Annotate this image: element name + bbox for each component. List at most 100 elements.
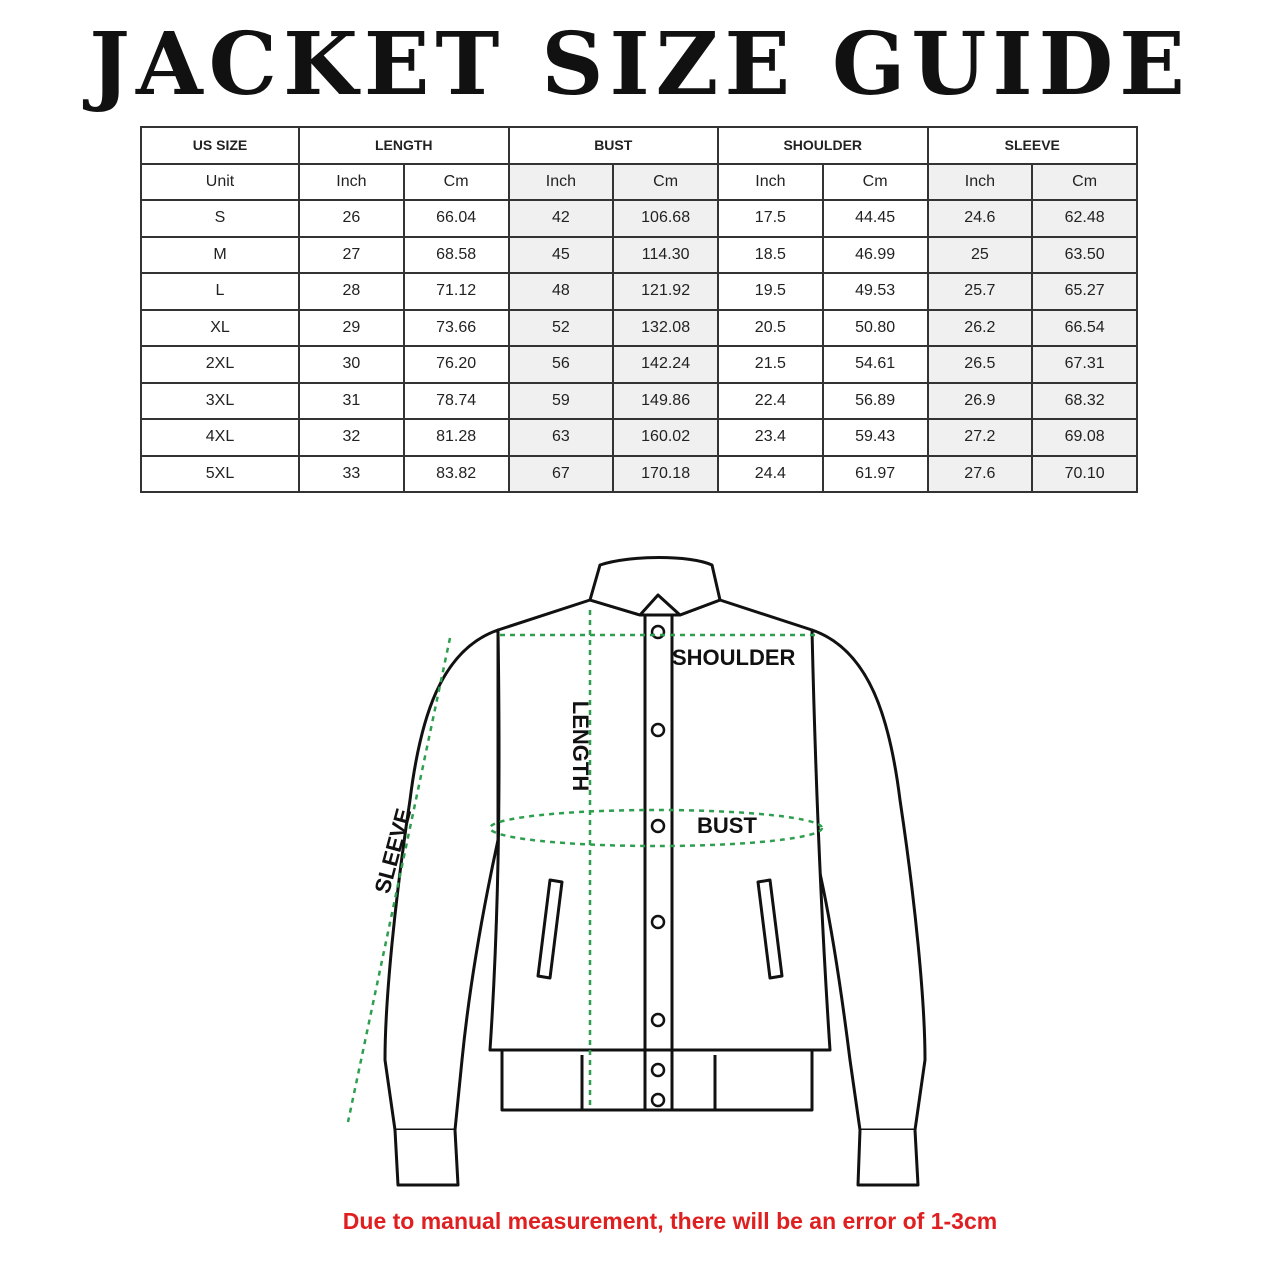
value-cell: 20.5	[717, 308, 824, 347]
column-group-header: US SIZE	[140, 126, 300, 165]
value-cell: 21.5	[717, 345, 824, 384]
unit-header: Inch	[298, 162, 405, 201]
value-cell: 24.6	[926, 199, 1034, 238]
value-cell: 27.6	[926, 454, 1034, 493]
header-row: US SIZE LENGTH BUST SHOULDER SLEEVE	[140, 126, 1138, 165]
value-cell: 59.43	[821, 418, 929, 457]
value-cell: 26.5	[926, 345, 1034, 384]
value-cell: 26.2	[926, 308, 1034, 347]
value-cell: 25.7	[926, 272, 1034, 311]
left-sleeve	[383, 628, 500, 1132]
value-cell: 73.66	[402, 308, 510, 347]
size-cell: M	[140, 235, 300, 274]
unit-row: Unit Inch Cm Inch Cm Inch Cm Inch Cm	[140, 162, 1138, 201]
value-cell: 29	[298, 308, 405, 347]
column-group-header: BUST	[507, 126, 719, 165]
bust-label: BUST	[697, 813, 757, 838]
value-cell: 160.02	[612, 418, 719, 457]
waistband	[500, 1048, 814, 1112]
table-row: 5XL 33 83.82 67 170.18 24.4 61.97 27.6 70.10	[140, 454, 1138, 493]
value-cell: 25	[926, 235, 1034, 274]
size-cell: 5XL	[140, 454, 300, 493]
value-cell: 114.30	[612, 235, 719, 274]
value-cell: 23.4	[717, 418, 824, 457]
value-cell: 42	[507, 199, 615, 238]
value-cell: 63.50	[1031, 235, 1138, 274]
unit-label: Unit	[140, 162, 300, 201]
size-table: US SIZE LENGTH BUST SHOULDER SLEEVE Unit Inch C…	[140, 126, 1138, 493]
table-row: XL 29 73.66 52 132.08 20.5 50.80 26.2 66.54	[140, 308, 1138, 347]
value-cell: 78.74	[402, 381, 510, 420]
unit-header: Cm	[821, 162, 929, 201]
value-cell: 76.20	[402, 345, 510, 384]
value-cell: 30	[298, 345, 405, 384]
value-cell: 61.97	[821, 454, 929, 493]
unit-header: Cm	[402, 162, 510, 201]
column-group-header: SHOULDER	[717, 126, 929, 165]
table-row: M 27 68.58 45 114.30 18.5 46.99 25 63.50	[140, 235, 1138, 274]
footer-note: Due to manual measurement, there will be…	[342, 1208, 998, 1234]
value-cell: 81.28	[402, 418, 510, 457]
table-row: 3XL 31 78.74 59 149.86 22.4 56.89 26.9 68.32	[140, 381, 1138, 420]
table-row: 4XL 32 81.28 63 160.02 23.4 59.43 27.2 69.08	[140, 418, 1138, 457]
value-cell: 56.89	[821, 381, 929, 420]
value-cell: 67	[507, 454, 615, 493]
value-cell: 52	[507, 308, 615, 347]
value-cell: 132.08	[612, 308, 719, 347]
value-cell: 63	[507, 418, 615, 457]
size-cell: S	[140, 199, 300, 238]
value-cell: 27.2	[926, 418, 1034, 457]
value-cell: 44.45	[821, 199, 929, 238]
value-cell: 70.10	[1031, 454, 1138, 493]
table-row: 2XL 30 76.20 56 142.24 21.5 54.61 26.5 67.31	[140, 345, 1138, 384]
table-row: S 26 66.04 42 106.68 17.5 44.45 24.6 62.48	[140, 199, 1138, 238]
collar	[588, 556, 722, 617]
value-cell: 46.99	[821, 235, 929, 274]
value-cell: 56	[507, 345, 615, 384]
value-cell: 31	[298, 381, 405, 420]
shoulder-label: SHOULDER	[672, 645, 796, 670]
jacket-diagram	[346, 556, 927, 1187]
value-cell: 170.18	[612, 454, 719, 493]
unit-header: Cm	[1031, 162, 1138, 201]
value-cell: 121.92	[612, 272, 719, 311]
value-cell: 69.08	[1031, 418, 1138, 457]
unit-header: Inch	[926, 162, 1034, 201]
bust-measure-line	[488, 808, 824, 848]
value-cell: 149.86	[612, 381, 719, 420]
value-cell: 71.12	[402, 272, 510, 311]
column-group-header: LENGTH	[298, 126, 510, 165]
value-cell: 26.9	[926, 381, 1034, 420]
length-label: LENGTH	[568, 700, 594, 792]
value-cell: 32	[298, 418, 405, 457]
value-cell: 59	[507, 381, 615, 420]
value-cell: 106.68	[612, 199, 719, 238]
value-cell: 48	[507, 272, 615, 311]
value-cell: 49.53	[821, 272, 929, 311]
value-cell: 17.5	[717, 199, 824, 238]
value-cell: 50.80	[821, 308, 929, 347]
sleeve-measure-line	[346, 637, 452, 1123]
right-sleeve	[810, 628, 927, 1132]
unit-header: Inch	[507, 162, 615, 201]
value-cell: 24.4	[717, 454, 824, 493]
value-cell: 33	[298, 454, 405, 493]
size-cell: XL	[140, 308, 300, 347]
value-cell: 66.54	[1031, 308, 1138, 347]
page-title: JACKET SIZE GUIDE	[89, 14, 1191, 115]
unit-header: Inch	[717, 162, 824, 201]
value-cell: 26	[298, 199, 405, 238]
value-cell: 27	[298, 235, 405, 274]
value-cell: 45	[507, 235, 615, 274]
value-cell: 68.32	[1031, 381, 1138, 420]
size-cell: L	[140, 272, 300, 311]
value-cell: 18.5	[717, 235, 824, 274]
unit-header: Cm	[612, 162, 719, 201]
value-cell: 22.4	[717, 381, 824, 420]
value-cell: 65.27	[1031, 272, 1138, 311]
table-row: L 28 71.12 48 121.92 19.5 49.53 25.7 65.27	[140, 272, 1138, 311]
size-cell: 4XL	[140, 418, 300, 457]
value-cell: 19.5	[717, 272, 824, 311]
value-cell: 68.58	[402, 235, 510, 274]
value-cell: 142.24	[612, 345, 719, 384]
